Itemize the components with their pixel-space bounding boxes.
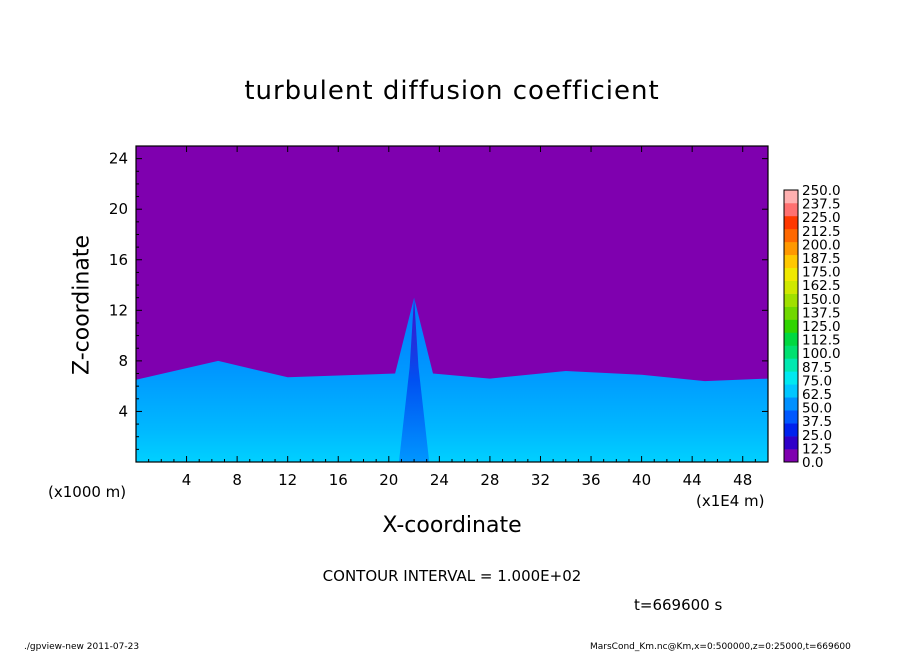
y-tick-label: 8 (118, 352, 128, 370)
x-tick-label: 8 (232, 471, 242, 489)
colorbar-swatch (784, 319, 798, 333)
time-label: t=669600 s (634, 596, 723, 614)
colorbar-label: 212.5 (802, 224, 841, 240)
colorbar-label: 125.0 (802, 319, 841, 335)
x-tick-label: 48 (733, 471, 752, 489)
colorbar-label: 187.5 (802, 251, 841, 267)
colorbar-label: 62.5 (802, 387, 832, 403)
colorbar-label: 37.5 (802, 414, 832, 430)
colorbar-swatch (784, 228, 798, 243)
colorbar-swatch (784, 384, 798, 398)
colorbar-swatch (784, 280, 798, 294)
colorbar-frame (783, 189, 799, 463)
colorbar-label: 25.0 (802, 428, 832, 444)
x-tick-label: 12 (278, 471, 297, 489)
y-tick-label: 16 (109, 251, 128, 269)
colorbar-label: 175.0 (802, 265, 841, 281)
colorbar-label: 112.5 (802, 333, 841, 349)
chart-title: turbulent diffusion coefficient (244, 76, 660, 106)
x-tick-label: 44 (683, 471, 702, 489)
colorbar-label: 137.5 (802, 305, 841, 321)
footer-right: MarsCond_Km.nc@Km,x=0:500000,z=0:25000,t… (590, 642, 851, 652)
colorbar-swatch (784, 202, 798, 217)
colorbar-label: 0.0 (802, 455, 823, 471)
x-tick-label: 20 (379, 471, 398, 489)
x-tick-label: 28 (480, 471, 499, 489)
colorbar-label: 200.0 (802, 237, 841, 253)
colorbar-label: 87.5 (802, 360, 832, 376)
colorbar-swatch (784, 306, 798, 320)
x-tick-label: 40 (632, 471, 651, 489)
colorbar-label: 250.0 (802, 183, 841, 199)
x-tick-label: 36 (581, 471, 600, 489)
colorbar-label: 237.5 (802, 197, 841, 213)
y-tick-label: 24 (109, 150, 128, 168)
colorbar-label: 162.5 (802, 278, 841, 294)
x-axis-label: X-coordinate (382, 513, 522, 538)
colorbar-swatch (784, 423, 798, 437)
colorbar-swatch (784, 410, 798, 424)
y-tick-label: 20 (109, 200, 128, 218)
x-tick-label: 4 (182, 471, 192, 489)
colorbar-swatch (784, 332, 798, 346)
plot-area (136, 146, 768, 462)
colorbar-swatch (784, 449, 798, 463)
x-tick-label: 32 (531, 471, 550, 489)
colorbar-label: 100.0 (802, 346, 841, 362)
colorbar-label: 50.0 (802, 401, 832, 417)
y-tick-label: 4 (118, 402, 128, 420)
colorbar-label: 225.0 (802, 210, 841, 226)
colorbar: 0.012.525.037.550.062.575.087.5100.0112.… (783, 183, 841, 471)
footer-left: ./gpview-new 2011-07-23 (24, 642, 140, 652)
contour-interval: CONTOUR INTERVAL = 1.000E+02 (322, 567, 582, 585)
colorbar-label: 12.5 (802, 441, 832, 457)
y-tick-label: 12 (109, 301, 128, 319)
colorbar-swatch (784, 190, 798, 204)
colorbar-swatch (784, 241, 798, 256)
colorbar-swatch (784, 254, 798, 269)
colorbar-swatch (784, 436, 798, 450)
colorbar-swatch (784, 267, 798, 281)
boundary-layer-region (136, 297, 768, 462)
x-tick-label: 16 (329, 471, 348, 489)
colorbar-swatch (784, 345, 798, 359)
colorbar-label: 75.0 (802, 373, 832, 389)
colorbar-swatch (784, 358, 798, 372)
x-axis-unit: (x1E4 m) (696, 492, 765, 510)
x-tick-label: 24 (430, 471, 449, 489)
colorbar-swatch (784, 293, 798, 307)
plume-core (398, 297, 430, 462)
y-axis-unit: (x1000 m) (48, 483, 127, 501)
colorbar-swatch (784, 215, 798, 230)
colorbar-swatch (784, 371, 798, 385)
y-axis-label: Z-coordinate (69, 235, 95, 375)
colorbar-swatch (784, 397, 798, 411)
colorbar-label: 150.0 (802, 292, 841, 308)
